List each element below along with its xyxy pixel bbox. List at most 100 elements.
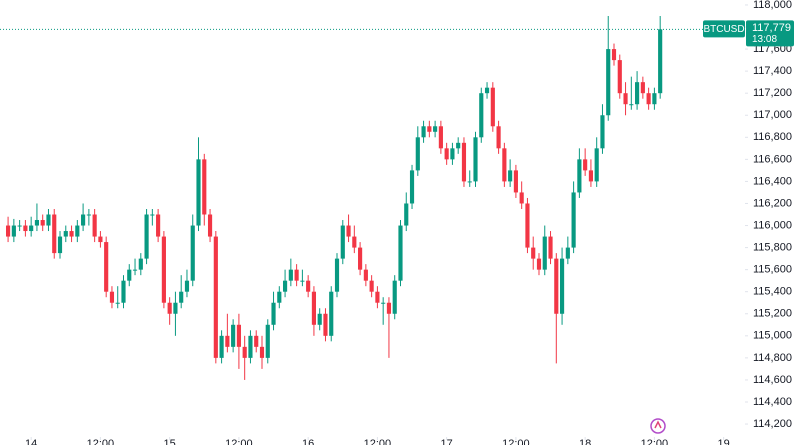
- candle-body: [415, 137, 420, 171]
- y-tick-label: 115,800: [753, 241, 792, 253]
- candle-body: [340, 225, 345, 259]
- countdown-label: 13:08: [752, 34, 777, 45]
- candle-body: [179, 291, 184, 303]
- x-tick-label: 15: [164, 438, 176, 445]
- candle-body: [311, 291, 317, 325]
- candle-body: [571, 192, 576, 248]
- x-tick-label: 12:00: [502, 438, 530, 445]
- x-tick-label: 16: [302, 438, 314, 445]
- candle-body: [375, 291, 380, 303]
- y-tick-label: 115,400: [753, 286, 792, 298]
- candle-body: [6, 225, 11, 237]
- candle-body: [525, 203, 530, 248]
- candle-body: [317, 313, 322, 325]
- candle-body: [392, 280, 397, 314]
- candle-body: [427, 126, 432, 132]
- candle-body: [138, 258, 143, 270]
- candle-body: [46, 214, 51, 226]
- candle-body: [658, 29, 663, 94]
- candle-body: [277, 291, 282, 303]
- candle-body: [484, 87, 490, 94]
- candle-body: [259, 346, 265, 358]
- candle-body: [34, 220, 40, 226]
- candle-body: [381, 302, 386, 304]
- x-tick-label: 12:00: [87, 438, 115, 445]
- candle-body: [502, 148, 507, 182]
- y-tick-label: 117,400: [753, 65, 792, 77]
- candle-body: [306, 280, 311, 292]
- candle-body: [11, 225, 16, 237]
- candle-body: [81, 214, 86, 226]
- y-tick-label: 116,800: [753, 131, 792, 143]
- candle-body: [548, 236, 553, 259]
- candle-body: [386, 302, 392, 314]
- candle-body: [265, 324, 270, 358]
- price-badge: [746, 20, 794, 47]
- candle-body: [109, 291, 115, 303]
- candle-body: [132, 269, 138, 271]
- candle-body: [236, 324, 241, 347]
- candle-body: [611, 49, 617, 61]
- candle-body: [559, 258, 565, 314]
- candle-body: [444, 148, 449, 160]
- candle-body: [288, 269, 293, 281]
- y-tick-label: 117,000: [753, 109, 792, 121]
- y-tick-label: 117,200: [753, 87, 792, 99]
- candle-body: [161, 236, 166, 303]
- candle-body: [606, 49, 611, 116]
- candle-body: [467, 181, 472, 183]
- candle-body: [167, 302, 172, 314]
- x-tick-label: 17: [441, 438, 453, 445]
- y-tick-label: 114,800: [753, 352, 792, 364]
- y-tick-label: 114,600: [753, 374, 792, 386]
- x-tick-label: 12:00: [641, 438, 669, 445]
- candle-body: [346, 225, 351, 237]
- y-tick-label: 115,200: [753, 308, 792, 320]
- candle-body: [271, 302, 276, 325]
- y-tick-label: 116,200: [753, 197, 792, 209]
- candle-body: [98, 236, 103, 243]
- x-tick-label: 12:00: [225, 438, 253, 445]
- candle-body: [623, 93, 628, 105]
- candle-body: [473, 137, 478, 182]
- candle-body: [40, 220, 45, 226]
- candle-body: [202, 159, 207, 215]
- candle-body: [617, 60, 622, 94]
- candle-body: [334, 258, 340, 292]
- candle-body: [646, 93, 651, 105]
- candle-body: [421, 126, 426, 138]
- candle-body: [438, 126, 443, 149]
- candle-body: [57, 236, 63, 254]
- candle-body: [461, 142, 467, 182]
- candle-body: [294, 269, 299, 281]
- candle-body: [629, 104, 634, 106]
- candle-body: [23, 225, 28, 232]
- candle-body: [254, 335, 259, 347]
- candle-body: [144, 214, 149, 259]
- y-tick-label: 114,200: [753, 418, 792, 430]
- candle-body: [450, 148, 455, 160]
- candle-body: [156, 214, 161, 237]
- candle-body: [358, 247, 363, 270]
- candle-body: [75, 225, 80, 237]
- y-tick-label: 116,400: [753, 175, 792, 187]
- candle-body: [17, 225, 22, 227]
- candle-body: [213, 236, 218, 358]
- candle-body: [52, 214, 57, 254]
- x-tick-label: 19: [718, 438, 730, 445]
- candle-body: [104, 242, 109, 292]
- candle-body: [352, 236, 357, 248]
- candle-body: [231, 324, 236, 347]
- y-tick-label: 115,000: [753, 330, 792, 342]
- candle-body: [652, 93, 657, 105]
- candle-body: [300, 280, 305, 282]
- y-tick-label: 115,600: [753, 264, 792, 276]
- y-tick-label: 118,000: [753, 0, 792, 11]
- candle-body: [508, 170, 513, 182]
- y-tick-label: 116,600: [753, 153, 792, 165]
- y-tick-label: 114,400: [753, 396, 792, 408]
- candle-body: [594, 148, 599, 182]
- candle-body: [588, 170, 593, 182]
- candle-body: [635, 82, 640, 105]
- candle-body: [282, 280, 288, 292]
